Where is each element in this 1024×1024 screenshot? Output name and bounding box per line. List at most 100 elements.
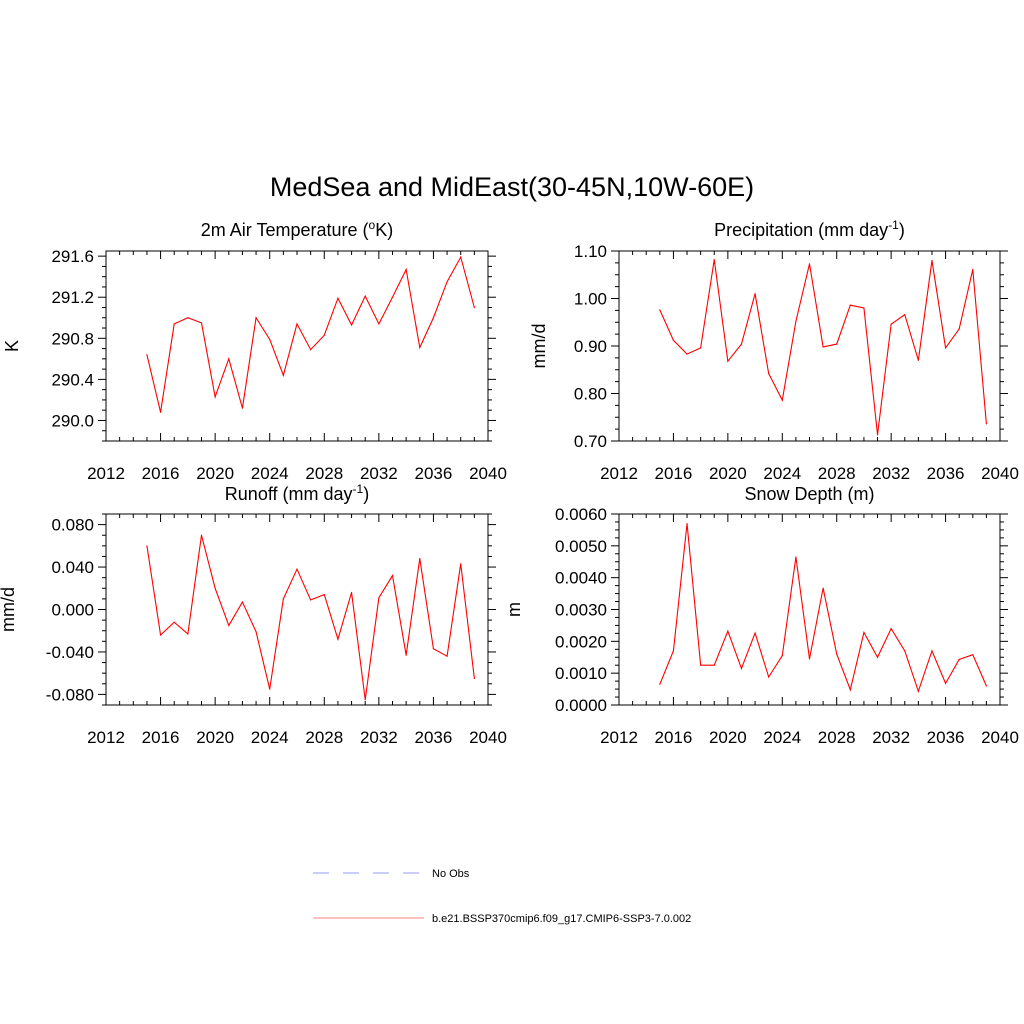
x-tick-label: 2012 [87, 464, 125, 483]
data-point [473, 677, 475, 680]
data-point [727, 360, 729, 362]
panel-title-main: Precipitation (mm day [714, 220, 888, 240]
data-point [337, 638, 339, 640]
data-point [768, 372, 770, 375]
data-point [985, 423, 987, 425]
y-tick-label: 0.70 [574, 432, 607, 451]
data-point [214, 587, 216, 589]
legend: No Obs b.e21.BSSP370cmip6.f09_g17.CMIP6-S… [313, 868, 691, 925]
x-tick-label: 2036 [415, 728, 453, 747]
y-tick-label: 0.80 [574, 385, 607, 404]
y-tick-label: 0.0000 [555, 696, 607, 715]
y-tick-label: 0.90 [574, 337, 607, 356]
data-point [768, 676, 770, 678]
plot-frame [105, 513, 489, 706]
x-tick-label: 2024 [763, 464, 801, 483]
y-axis-label: m [504, 602, 524, 617]
data-point [958, 658, 960, 661]
data-point [432, 317, 435, 319]
data-point [890, 628, 892, 630]
data-point [904, 650, 906, 652]
panels: 2m Air Temperature (oK)2012 2016 2020 2024 2… [0, 218, 1019, 747]
x-tick-label: 2028 [818, 464, 856, 483]
data-point [323, 334, 325, 336]
panel-1: 2m Air Temperature (oK) 2012 2016 2020 2024 2… [2, 218, 507, 483]
data-point [890, 323, 892, 325]
panel-title-superscript: -1 [888, 218, 899, 232]
x-tick-label: 2028 [305, 464, 343, 483]
data-point [808, 263, 811, 265]
series-line-1 [146, 255, 475, 413]
data-point [228, 624, 230, 627]
panel-2: Precipitation (mm day-1) 2012 2016 2020 2024… [529, 218, 1019, 483]
x-tick-label: 2016 [142, 728, 180, 747]
series-line-1 [146, 535, 475, 700]
data-point [686, 522, 688, 525]
data-point [364, 295, 366, 297]
data-point [419, 557, 421, 560]
x-tick-label: 2040 [981, 464, 1019, 483]
data-point [849, 304, 851, 306]
data-point [405, 654, 407, 656]
panel-title-end: K) [375, 220, 393, 240]
legend-label-2: b.e21.BSSP370cmip6.f09_g17.CMIP6-SSP3-7.… [432, 913, 691, 925]
y-tick-label: 0.000 [51, 601, 94, 620]
y-tick-label: 0.080 [51, 516, 94, 535]
data-point [713, 664, 715, 666]
data-point [904, 314, 906, 316]
x-tick-label: 2040 [469, 728, 507, 747]
y-tick-label: 0.0060 [555, 505, 607, 524]
y-tick-label: 0.0020 [555, 632, 607, 651]
data-point [876, 656, 879, 658]
y-tick-label: 290.4 [51, 370, 94, 389]
data-point [337, 297, 339, 299]
data-point [836, 343, 838, 345]
data-point [446, 655, 448, 657]
data-point [822, 346, 824, 348]
x-tick-label: 2020 [196, 464, 234, 483]
data-point [200, 322, 203, 324]
data-point [754, 293, 756, 295]
data-point [364, 699, 366, 701]
y-tick-label: 0.0040 [555, 569, 607, 588]
x-tick-label: 2016 [655, 464, 693, 483]
data-point [473, 306, 475, 309]
data-point [187, 633, 189, 635]
x-tick-label: 2020 [196, 728, 234, 747]
data-point [754, 632, 756, 634]
x-tick-label: 2036 [415, 464, 453, 483]
x-tick-label: 2032 [872, 728, 910, 747]
plot-frame [618, 250, 1001, 442]
legend-label-1: No Obs [432, 868, 470, 880]
x-tick-label: 2024 [251, 728, 289, 747]
x-tick-label: 2036 [927, 728, 965, 747]
y-tick-label: 290.0 [51, 411, 94, 430]
data-point [863, 631, 865, 634]
data-point [931, 650, 933, 652]
data-point [686, 353, 688, 355]
y-tick-label: 1.00 [574, 290, 607, 309]
data-point [146, 545, 148, 547]
data-point [958, 328, 960, 330]
panel-title-superscript: -1 [353, 482, 364, 496]
y-tick-label: 291.2 [51, 288, 94, 307]
data-point [146, 354, 148, 356]
data-point [727, 630, 729, 632]
data-point [296, 568, 298, 570]
data-point [931, 259, 933, 262]
y-axis-label: mm/d [0, 587, 18, 632]
panel-title-end: ) [363, 484, 369, 504]
data-point [405, 268, 407, 271]
data-point [863, 307, 865, 309]
data-point [972, 654, 974, 656]
data-point [159, 411, 162, 413]
data-point [282, 374, 284, 376]
data-point [795, 320, 797, 322]
x-tick-label: 2020 [709, 464, 747, 483]
y-tick-label: -0.040 [46, 643, 94, 662]
data-point [713, 258, 715, 261]
data-point [432, 648, 435, 650]
x-tick-label: 2028 [818, 728, 856, 747]
data-point [740, 343, 743, 345]
data-point [391, 296, 394, 298]
